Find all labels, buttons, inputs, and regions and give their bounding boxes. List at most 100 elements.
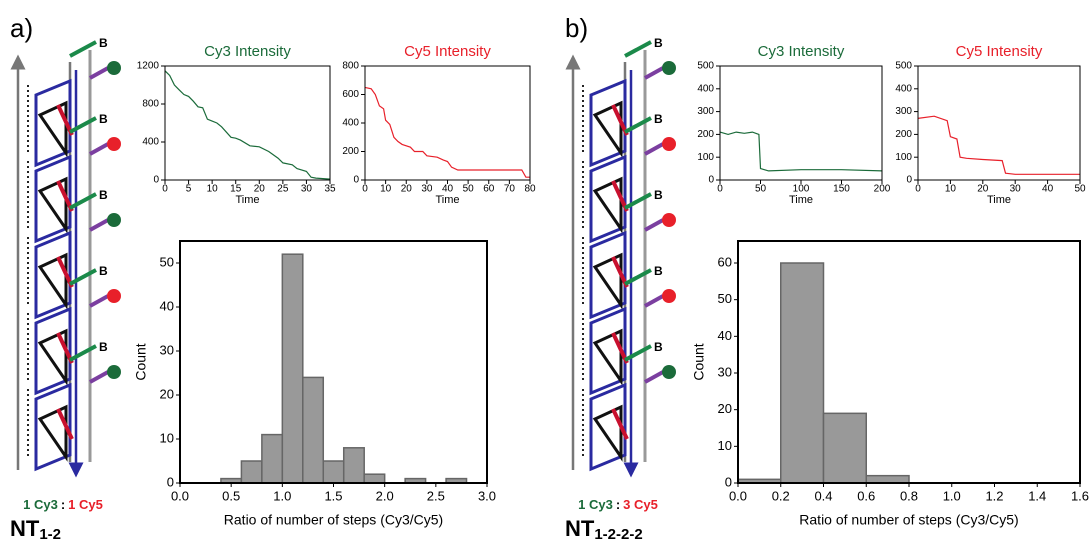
x-axis-label: Time xyxy=(435,194,459,206)
tile-triangle xyxy=(592,328,623,386)
ratio-cy5: 3 Cy5 xyxy=(623,497,658,512)
ratio-cy5: 1 Cy5 xyxy=(68,497,103,512)
tile-triangle xyxy=(37,328,68,386)
trace-title: Cy3 Intensity xyxy=(758,43,845,60)
y-tick-label: 60 xyxy=(718,254,732,269)
tile-triangle xyxy=(592,252,623,310)
trace-title: Cy5 Intensity xyxy=(404,43,491,60)
trace-line xyxy=(917,115,1080,175)
x-tick-label: 10 xyxy=(945,184,957,195)
dye xyxy=(662,365,676,379)
tile-frame xyxy=(34,154,72,244)
y-tick-label: 0 xyxy=(906,175,912,186)
tile-triangle xyxy=(37,176,68,234)
y-tick-label: 0 xyxy=(725,474,732,489)
biotin-label: B xyxy=(654,112,663,126)
tile-triangle xyxy=(37,404,68,462)
x-tick-label: 200 xyxy=(874,184,891,195)
biotin-linker xyxy=(69,268,97,286)
x-tick-label: 50 xyxy=(463,184,475,195)
trace-line xyxy=(364,86,530,178)
x-tick-label: 3.0 xyxy=(478,488,496,503)
x-tick-label: 20 xyxy=(254,184,266,195)
y-tick-label: 30 xyxy=(160,342,174,357)
x-tick-label: 0.6 xyxy=(857,488,875,503)
x-tick-label: 0 xyxy=(362,184,368,195)
trace-title: Cy5 Intensity xyxy=(956,43,1043,60)
ratio-label: 1 Cy3:1 Cy5 xyxy=(23,497,103,512)
dye xyxy=(662,289,676,303)
y-tick-label: 0 xyxy=(708,175,714,186)
biotin-linker xyxy=(69,40,97,58)
x-tick-label: 0 xyxy=(915,184,921,195)
linker xyxy=(89,218,109,232)
biotin-linker xyxy=(624,192,652,210)
biotin-label: B xyxy=(99,340,108,354)
x-tick-label: 0 xyxy=(162,184,168,195)
x-tick-label: 1.5 xyxy=(324,488,342,503)
x-tick-label: 0.0 xyxy=(729,488,747,503)
histogram-bar xyxy=(865,474,910,484)
x-tick-label: 30 xyxy=(1010,184,1022,195)
tile-frame xyxy=(589,230,627,320)
biotin-linker xyxy=(624,268,652,286)
y-tick-label: 20 xyxy=(160,386,174,401)
biotin-linker xyxy=(69,192,97,210)
x-tick-label: 1.6 xyxy=(1071,488,1089,503)
histogram-bar xyxy=(342,447,365,484)
linker xyxy=(644,218,664,232)
biotin-linker xyxy=(624,40,652,58)
y-tick-label: 20 xyxy=(718,401,732,416)
x-tick-label: 20 xyxy=(401,184,413,195)
x-axis-label: Time xyxy=(235,194,259,206)
y-tick-label: 200 xyxy=(697,129,714,140)
panel-label: b) xyxy=(565,13,588,43)
biotin-label: B xyxy=(99,264,108,278)
x-tick-label: 1.0 xyxy=(273,488,291,503)
construct-sub: 1-2-2-2 xyxy=(594,526,642,543)
linker xyxy=(644,370,664,384)
y-tick-label: 400 xyxy=(895,83,912,94)
y-tick-label: 50 xyxy=(718,291,732,306)
trace-line xyxy=(719,131,883,172)
x-tick-label: 150 xyxy=(833,184,850,195)
histogram-bar xyxy=(322,460,345,484)
tile-bar xyxy=(56,408,74,440)
x-tick-label: 5 xyxy=(186,184,192,195)
y-tick-label: 1200 xyxy=(137,61,160,72)
x-tick-label: 10 xyxy=(380,184,392,195)
construct-name: NT1-2 xyxy=(10,516,61,543)
dye xyxy=(107,289,121,303)
x-tick-label: 0.4 xyxy=(814,488,832,503)
x-axis-label: Ratio of number of steps (Cy3/Cy5) xyxy=(799,512,1018,528)
tile-triangle xyxy=(592,100,623,158)
y-tick-label: 300 xyxy=(895,106,912,117)
y-tick-label: 300 xyxy=(697,106,714,117)
x-tick-label: 10 xyxy=(207,184,219,195)
y-tick-label: 0 xyxy=(353,175,359,186)
biotin-label: B xyxy=(99,188,108,202)
biotin-linker xyxy=(69,344,97,362)
dye xyxy=(107,61,121,75)
x-tick-label: 100 xyxy=(793,184,810,195)
tile-frame xyxy=(589,382,627,472)
y-tick-label: 100 xyxy=(895,152,912,163)
y-axis-label: Count xyxy=(691,343,707,380)
histogram-bar xyxy=(780,262,825,484)
y-axis-label: Count xyxy=(133,343,149,380)
x-tick-label: 0.5 xyxy=(222,488,240,503)
tile-frame xyxy=(34,306,72,396)
y-tick-label: 400 xyxy=(697,83,714,94)
tile-triangle xyxy=(37,252,68,310)
plot-frame xyxy=(179,240,488,484)
construct-base: NT xyxy=(565,516,595,541)
histogram-bar xyxy=(822,412,867,484)
linker xyxy=(89,294,109,308)
x-tick-label: 0.8 xyxy=(900,488,918,503)
plot-frame xyxy=(719,65,883,181)
biotin-label: B xyxy=(99,36,108,50)
ratio-cy3: 1 Cy3 xyxy=(578,497,613,512)
structure-diagram: B B B B B xyxy=(10,36,121,478)
